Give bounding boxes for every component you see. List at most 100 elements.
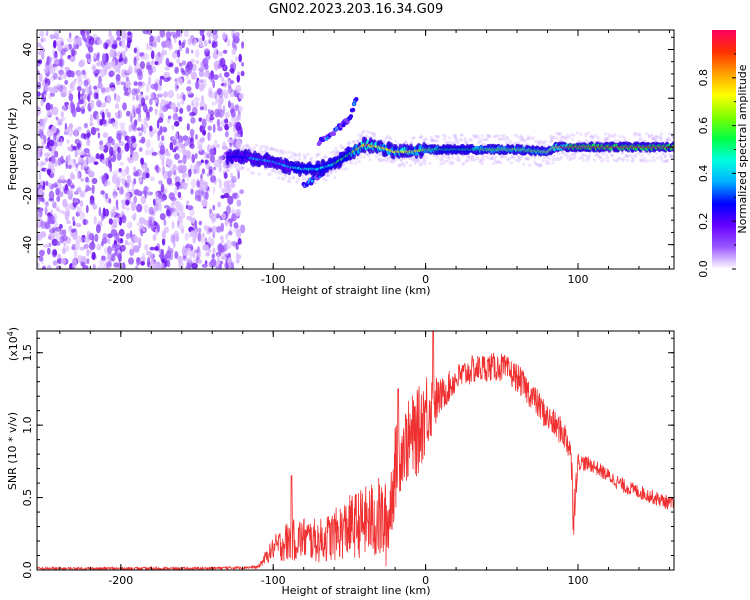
noise-speckle: [145, 250, 151, 256]
noise-speckle: [237, 237, 242, 245]
noise-speckle: [174, 131, 179, 141]
noise-speckle: [37, 233, 40, 241]
noise-speckle: [141, 123, 144, 133]
noise-speckle: [153, 36, 158, 42]
noise-speckle: [86, 132, 91, 138]
noise-speckle: [216, 118, 221, 128]
noise-speckle: [55, 188, 60, 196]
noise-speckle: [105, 192, 109, 200]
halo-dot: [251, 171, 255, 175]
noise-speckle: [109, 49, 115, 58]
noise-speckle: [51, 183, 58, 189]
noise-speckle: [220, 222, 225, 232]
noise-speckle: [106, 94, 112, 104]
noise-speckle: [187, 168, 192, 178]
halo-dot: [271, 168, 275, 173]
noise-speckle: [174, 78, 178, 83]
halo-dot: [460, 133, 464, 137]
halo-dot: [274, 148, 278, 152]
noise-speckle: [59, 229, 64, 236]
noise-speckle: [133, 81, 138, 86]
noise-speckle: [51, 145, 56, 154]
halo-dot: [512, 141, 516, 146]
noise-speckle: [174, 66, 179, 74]
noise-speckle: [88, 36, 95, 46]
halo-dot: [262, 150, 266, 155]
noise-speckle: [221, 188, 226, 194]
halo-dot: [308, 157, 312, 161]
noise-speckle: [43, 67, 49, 74]
noise-speckle: [111, 243, 117, 249]
noise-speckle: [149, 246, 155, 251]
halo-dot: [403, 141, 408, 145]
halo-dot: [295, 180, 299, 184]
noise-speckle: [146, 112, 151, 121]
halo-dot: [272, 147, 276, 151]
halo-dot: [297, 157, 301, 161]
noise-speckle: [105, 42, 109, 49]
noise-speckle: [155, 196, 162, 206]
halo-dot: [460, 138, 464, 142]
noise-speckle: [219, 179, 222, 190]
noise-speckle: [64, 66, 70, 71]
noise-speckle: [73, 159, 76, 164]
noise-speckle: [97, 82, 103, 89]
halo-dot: [666, 158, 670, 162]
snr-x-tick-label: -200: [108, 574, 133, 587]
halo-dot: [514, 158, 519, 162]
noise-speckle: [69, 82, 74, 90]
halo-dot: [485, 137, 489, 141]
noise-speckle: [235, 84, 242, 94]
noise-speckle: [91, 251, 96, 260]
halo-dot: [470, 158, 475, 162]
noise-speckle: [177, 220, 180, 228]
noise-speckle: [196, 169, 200, 174]
noise-speckle: [200, 159, 204, 164]
halo-dot: [324, 174, 328, 178]
noise-speckle: [212, 30, 218, 35]
noise-speckle: [80, 200, 84, 208]
noise-speckle: [110, 209, 116, 218]
noise-speckle: [215, 226, 222, 233]
halo-dot: [280, 151, 284, 155]
halo-dot: [367, 154, 371, 158]
halo-dot: [384, 136, 388, 140]
noise-speckle: [70, 158, 76, 168]
noise-speckle: [46, 56, 50, 66]
noise-speckle: [140, 195, 146, 205]
halo-dot: [325, 172, 330, 176]
halo-dot: [297, 153, 301, 157]
halo-dot: [408, 163, 412, 167]
noise-speckle: [134, 88, 141, 94]
noise-speckle: [231, 40, 236, 49]
noise-speckle: [101, 159, 106, 165]
noise-speckle: [177, 159, 183, 164]
noise-speckle: [133, 189, 140, 196]
noise-speckle: [38, 171, 42, 181]
noise-speckle: [224, 118, 229, 124]
halo-dot: [284, 174, 288, 178]
noise-speckle: [145, 111, 150, 118]
noise-speckle: [160, 183, 165, 193]
noise-speckle: [186, 91, 193, 95]
halo-dot: [280, 149, 284, 153]
noise-speckle: [144, 203, 149, 214]
halo-dot: [290, 151, 294, 155]
halo-dot: [488, 134, 492, 138]
halo-dot: [408, 157, 412, 161]
halo-dot: [424, 156, 428, 160]
noise-speckle: [42, 265, 46, 269]
halo-dot: [266, 146, 270, 150]
noise-speckle: [66, 155, 71, 165]
noise-speckle: [216, 253, 220, 261]
noise-speckle: [208, 36, 211, 44]
halo-dot: [403, 140, 408, 144]
noise-speckle: [121, 39, 126, 49]
noise-speckle: [103, 66, 107, 73]
noise-speckle: [49, 62, 53, 69]
noise-speckle: [86, 258, 90, 265]
noise-speckle: [194, 152, 198, 160]
noise-speckle: [191, 63, 197, 72]
noise-speckle: [145, 139, 151, 149]
noise-speckle: [68, 32, 72, 39]
